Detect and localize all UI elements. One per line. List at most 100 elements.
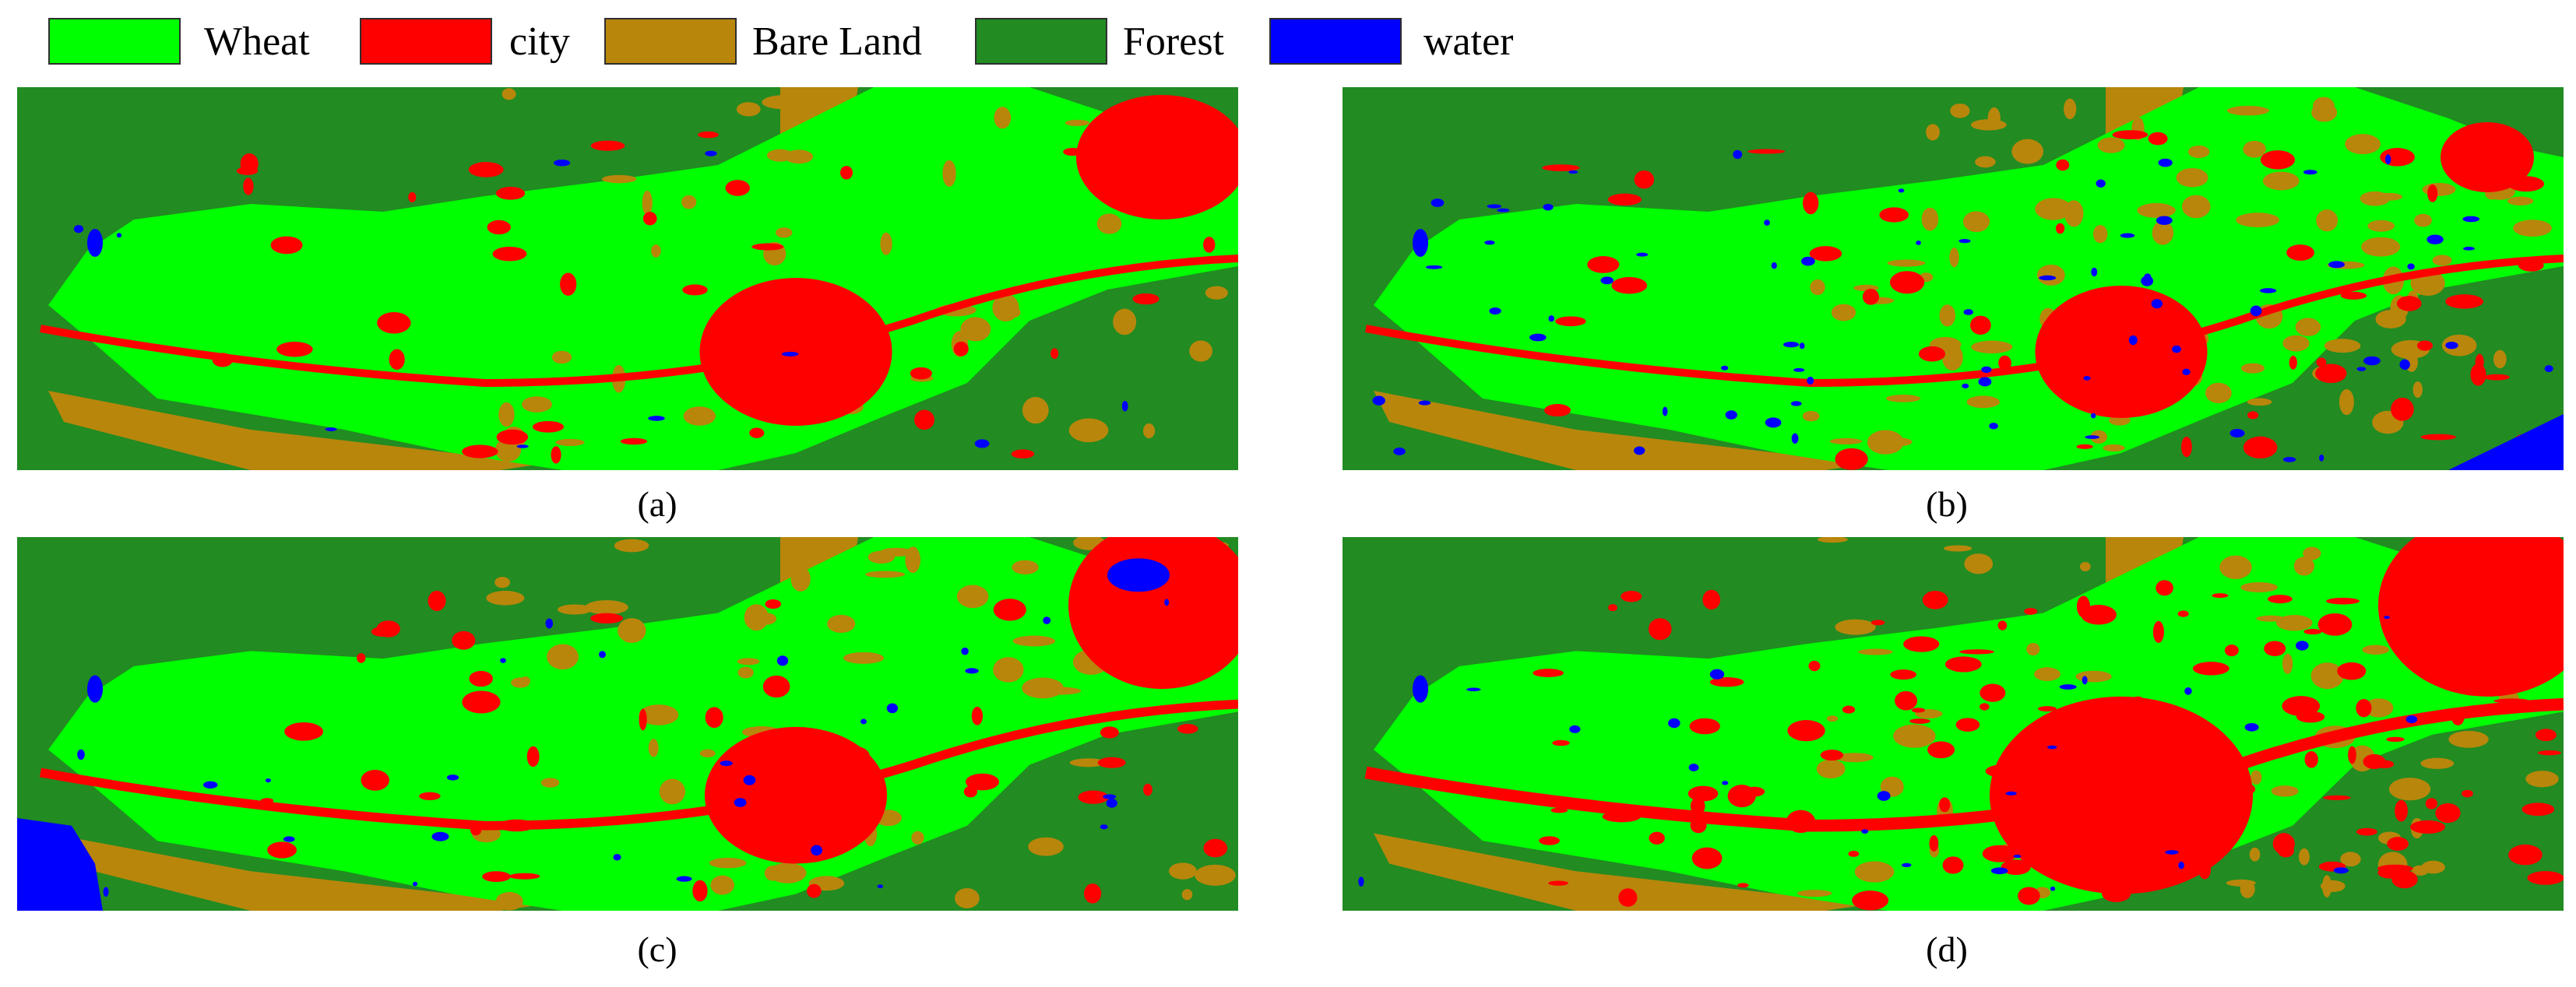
water-patch — [877, 884, 883, 889]
city-patch — [2303, 628, 2322, 635]
water-patch — [1801, 256, 1815, 266]
water-patch — [1962, 383, 1969, 388]
water-patch — [2047, 745, 2057, 750]
city-patch — [2497, 620, 2528, 626]
water-patch — [1807, 376, 1814, 385]
water-patch — [1990, 867, 2008, 875]
bare-land-patch — [1926, 124, 1940, 141]
city-patch — [2337, 662, 2367, 680]
city-patch — [2356, 699, 2372, 718]
city-patch — [837, 746, 870, 766]
water-patch — [1487, 204, 1502, 209]
map-panel-d — [1343, 537, 2564, 911]
city-patch — [1835, 448, 1868, 470]
city-patch — [389, 349, 405, 371]
bare-land-patch — [1205, 286, 1228, 300]
bare-land-patch — [2293, 557, 2315, 576]
city-patch — [2304, 751, 2318, 768]
city-patch — [2521, 803, 2555, 817]
water-patch — [2182, 368, 2191, 375]
bare-land-patch — [736, 102, 761, 117]
caption-b: (b) — [1926, 484, 1968, 524]
city-patch — [2214, 784, 2226, 795]
water-patch — [2405, 715, 2418, 724]
city-patch — [2348, 746, 2356, 764]
bare-land-patch — [498, 402, 515, 427]
water-patch — [103, 887, 109, 897]
bare-land-patch — [1921, 207, 1939, 231]
water-patch — [2250, 305, 2262, 317]
water-patch — [1497, 208, 1510, 213]
bare-land-patch — [2448, 730, 2489, 748]
water-patch — [2363, 356, 2381, 366]
city-patch — [2508, 844, 2543, 866]
bare-land-patch — [954, 887, 980, 908]
bare-land-patch — [2441, 334, 2477, 357]
city-patch — [371, 627, 395, 637]
city-patch — [1084, 883, 1102, 904]
water-patch — [720, 760, 733, 767]
water-patch — [1764, 220, 1770, 226]
bare-land-patch — [642, 190, 653, 216]
water-patch — [2050, 886, 2056, 891]
water-patch — [2155, 216, 2173, 225]
city-patch — [2363, 753, 2386, 769]
water-patch — [1043, 616, 1051, 624]
city-patch — [1097, 757, 1126, 768]
city-patch — [1621, 591, 1642, 602]
water-patch — [1106, 798, 1117, 808]
water-patch — [776, 655, 789, 666]
city-patch — [839, 166, 853, 180]
bare-land-patch — [1829, 437, 1863, 444]
city-patch — [2425, 798, 2438, 810]
city-patch — [2316, 357, 2327, 367]
city-patch — [2537, 750, 2561, 756]
water-patch — [1877, 791, 1891, 801]
city-patch — [692, 880, 708, 902]
water-patch — [1709, 669, 1725, 680]
bare-land-patch — [585, 600, 628, 615]
water-body — [1413, 229, 1428, 257]
city-patch — [2483, 374, 2510, 381]
water-patch — [1358, 876, 1364, 887]
city-patch — [2117, 715, 2141, 731]
city-patch — [1911, 708, 1926, 713]
city-patch — [2445, 294, 2483, 309]
water-body — [2448, 414, 2564, 470]
water-patch — [743, 774, 756, 785]
bare-land-patch — [659, 778, 685, 805]
city-patch — [495, 187, 526, 200]
city-patch — [2131, 696, 2145, 706]
bare-land-patch — [710, 875, 734, 895]
water-patch — [1720, 365, 1729, 371]
city-patch — [1870, 620, 1885, 626]
city-patch — [462, 690, 501, 714]
city-patch — [698, 131, 719, 139]
city-patch — [2416, 340, 2433, 351]
bare-land-patch — [540, 778, 560, 788]
bare-land-patch — [2219, 555, 2252, 579]
city-corridor — [1364, 697, 2564, 832]
city-patch — [642, 212, 657, 226]
bare-land-patch — [790, 566, 811, 592]
bare-land-patch — [2375, 310, 2406, 328]
bare-land-patch — [827, 614, 856, 634]
city-patch — [2101, 885, 2131, 902]
city-patch — [1063, 147, 1082, 156]
water-patch — [2090, 413, 2096, 419]
bare-land-patch — [744, 604, 769, 631]
water-patch — [2260, 288, 2277, 293]
city-patch — [2112, 130, 2148, 139]
city-patch — [487, 220, 511, 235]
water-patch — [1733, 149, 1743, 160]
bare-land-patch — [2236, 213, 2280, 228]
bare-land-patch — [2124, 87, 2167, 103]
bare-land-patch — [1022, 396, 1049, 424]
bare-land-patch — [614, 539, 649, 553]
bare-land-patch — [699, 749, 716, 758]
water-patch — [1793, 367, 1805, 372]
legend-swatch-forest — [975, 18, 1107, 65]
bare-land-patch — [2103, 444, 2125, 452]
water-patch — [1902, 862, 1912, 868]
city-patch — [2224, 645, 2239, 657]
